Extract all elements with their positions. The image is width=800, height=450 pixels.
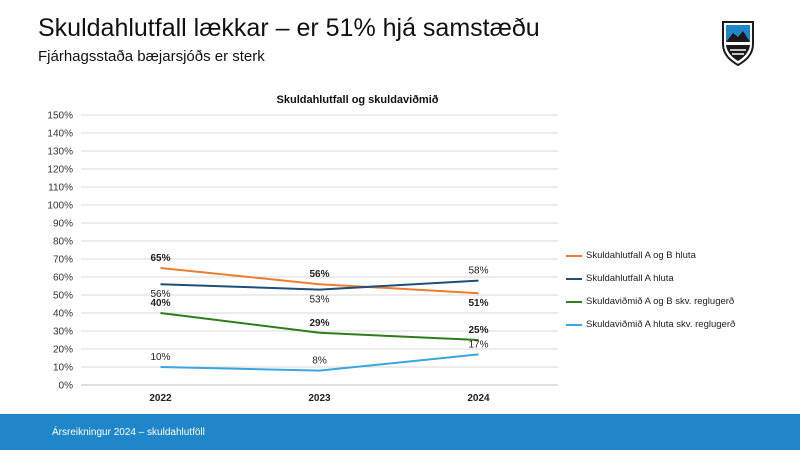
x-tick-label: 2024 bbox=[467, 393, 490, 404]
legend-swatch bbox=[566, 300, 582, 303]
chart-legend: Skuldahlutfall A og B hluta Skuldahlutfal… bbox=[566, 244, 796, 336]
data-label: 56% bbox=[150, 289, 170, 300]
line-chart: Skuldahlutfall og skuldaviðmið 0% 10% 20% 30… bbox=[47, 94, 558, 404]
y-tick-label: 50% bbox=[53, 291, 73, 302]
footer-text: Ársreikningur 2024 – skuldahlutföll bbox=[52, 427, 205, 438]
footer-bar: Ársreikningur 2024 – skuldahlutföll bbox=[0, 414, 800, 450]
data-label: 58% bbox=[468, 266, 488, 277]
y-tick-label: 30% bbox=[53, 327, 73, 338]
page-title: Skuldahlutfall lækkar – er 51% hjá samst… bbox=[38, 14, 540, 42]
chart-title: Skuldahlutfall og skuldaviðmið bbox=[277, 94, 439, 106]
legend-item: Skuldahlutfall A og B hluta bbox=[566, 244, 796, 267]
data-label: 65% bbox=[150, 253, 170, 264]
series-line-3 bbox=[160, 312, 479, 341]
legend-item: Skuldaviðmið A og B skv. reglugerð bbox=[566, 290, 796, 313]
legend-label: Skuldaviðmið A hluta skv. reglugerð bbox=[586, 319, 736, 330]
data-label: 53% bbox=[309, 295, 329, 306]
y-tick-label: 20% bbox=[53, 345, 73, 356]
series-line-2 bbox=[160, 279, 479, 291]
y-tick-label: 10% bbox=[53, 363, 73, 374]
legend-swatch bbox=[566, 323, 582, 326]
page-subtitle: Fjárhagsstaða bæjarsjóðs er sterk bbox=[38, 48, 265, 65]
y-tick-label: 150% bbox=[47, 111, 73, 122]
legend-label: Skuldahlutfall A hluta bbox=[586, 273, 674, 284]
data-label: 56% bbox=[309, 269, 329, 280]
y-tick-label: 80% bbox=[53, 237, 73, 248]
y-tick-label: 110% bbox=[48, 183, 73, 194]
data-label: 10% bbox=[150, 352, 170, 363]
legend-item: Skuldahlutfall A hluta bbox=[566, 267, 796, 290]
data-label: 29% bbox=[309, 318, 329, 329]
y-tick-label: 100% bbox=[47, 201, 73, 212]
data-label: 25% bbox=[468, 325, 488, 336]
legend-label: Skuldahlutfall A og B hluta bbox=[586, 250, 696, 261]
legend-item: Skuldaviðmið A hluta skv. reglugerð bbox=[566, 313, 796, 336]
y-tick-label: 70% bbox=[53, 255, 73, 266]
data-label: 17% bbox=[468, 339, 488, 350]
y-tick-label: 120% bbox=[47, 165, 73, 176]
data-label: 40% bbox=[150, 298, 170, 309]
y-tick-label: 140% bbox=[47, 129, 73, 140]
municipal-crest-shield-icon bbox=[722, 21, 754, 66]
x-tick-label: 2023 bbox=[308, 393, 331, 404]
y-tick-label: 130% bbox=[47, 147, 73, 158]
legend-label: Skuldaviðmið A og B skv. reglugerð bbox=[586, 296, 735, 307]
data-label: 8% bbox=[312, 356, 327, 367]
y-tick-label: 40% bbox=[53, 309, 73, 320]
series-line-4 bbox=[160, 353, 479, 372]
legend-swatch bbox=[566, 277, 582, 280]
data-label: 51% bbox=[468, 298, 488, 309]
y-tick-label: 90% bbox=[53, 219, 73, 230]
x-tick-label: 2022 bbox=[149, 393, 172, 404]
series-line-1 bbox=[160, 267, 479, 295]
y-tick-label: 0% bbox=[59, 381, 74, 392]
legend-swatch bbox=[566, 254, 582, 257]
y-tick-label: 60% bbox=[53, 273, 73, 284]
